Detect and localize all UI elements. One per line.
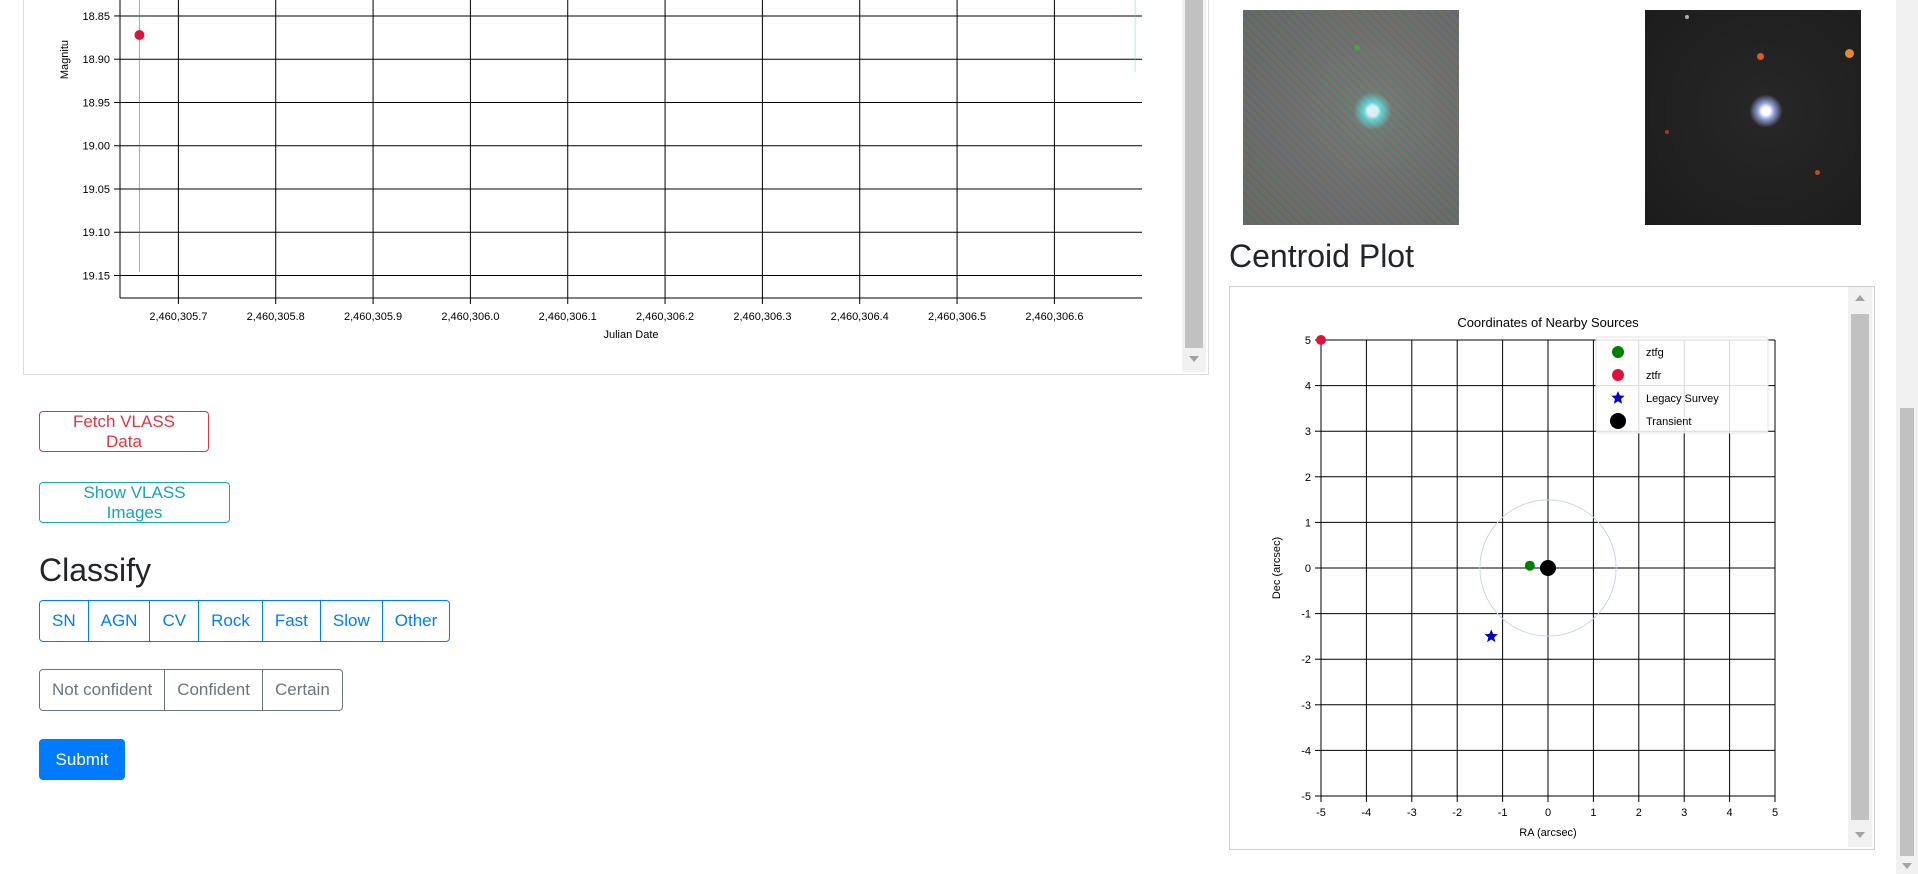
legend-box bbox=[1595, 336, 1769, 434]
legend-marker bbox=[1612, 369, 1624, 381]
x-tick-label: 5 bbox=[1772, 807, 1778, 819]
y-tick-label: -2 bbox=[1301, 654, 1311, 666]
star-dot bbox=[1845, 49, 1854, 58]
x-tick-label: 3 bbox=[1681, 807, 1687, 819]
confidence-certain-button[interactable]: Certain bbox=[261, 669, 343, 711]
x-tick-label: 0 bbox=[1545, 807, 1551, 819]
y-tick-label: 19.15 bbox=[82, 271, 110, 283]
centroid-plot-heading: Centroid Plot bbox=[1229, 238, 1414, 274]
x-tick-label: 2 bbox=[1636, 807, 1642, 819]
x-tick-label: 1 bbox=[1590, 807, 1596, 819]
confidence-not-confident-button[interactable]: Not confident bbox=[39, 669, 166, 711]
legend-label: ztfr bbox=[1646, 370, 1662, 382]
y-axis-label: Dec (arcsec) bbox=[1271, 537, 1283, 599]
scroll-down-arrow-icon[interactable] bbox=[1189, 356, 1199, 362]
x-axis-label: Julian Date bbox=[603, 329, 658, 341]
star-dot bbox=[1665, 130, 1669, 134]
y-tick-label: 0 bbox=[1305, 563, 1311, 575]
y-tick-label: 3 bbox=[1305, 426, 1311, 438]
x-tick-label: -1 bbox=[1498, 807, 1508, 819]
confidence-button-group: Not confident Confident Certain bbox=[39, 669, 343, 711]
class-other-button[interactable]: Other bbox=[381, 600, 451, 642]
x-tick-label: 2,460,306.3 bbox=[733, 311, 791, 323]
legend-marker bbox=[1610, 413, 1626, 429]
legacy-survey-image bbox=[1645, 10, 1861, 225]
legend-label: Legacy Survey bbox=[1646, 393, 1719, 405]
scroll-down-arrow-icon[interactable] bbox=[1902, 863, 1912, 869]
x-axis-label: RA (arcsec) bbox=[1519, 827, 1576, 839]
x-tick-label: 2,460,306.2 bbox=[636, 311, 694, 323]
confidence-confident-button[interactable]: Confident bbox=[164, 669, 263, 711]
scroll-down-arrow-icon[interactable] bbox=[1855, 832, 1865, 838]
legend-marker bbox=[1612, 346, 1624, 358]
data-point bbox=[1316, 335, 1326, 345]
fetch-vlass-button[interactable]: Fetch VLASS Data bbox=[39, 411, 209, 452]
legend-label: ztfg bbox=[1646, 347, 1664, 359]
star-dot bbox=[1685, 15, 1689, 19]
y-tick-label: 19.10 bbox=[82, 227, 110, 239]
star-dot bbox=[1815, 170, 1820, 175]
y-tick-label: 18.90 bbox=[82, 54, 110, 66]
x-tick-label: -5 bbox=[1316, 807, 1326, 819]
lightcurve-panel[interactable]: 2,460,305.7 2,460,305.8 2,460,305.9 2,460,3… bbox=[23, 0, 1209, 375]
data-point bbox=[1540, 560, 1556, 576]
data-point bbox=[134, 29, 145, 40]
x-tick-label: -3 bbox=[1407, 807, 1417, 819]
x-tick-label: 2,460,306.4 bbox=[831, 311, 889, 323]
centroid-panel[interactable]: Coordinates of Nearby Sources -5 -4 -3 -2 -1 0… bbox=[1229, 286, 1875, 850]
y-tick-label: -5 bbox=[1301, 791, 1311, 803]
class-rock-button[interactable]: Rock bbox=[198, 600, 263, 642]
class-slow-button[interactable]: Slow bbox=[319, 600, 383, 642]
classify-heading: Classify bbox=[39, 552, 152, 588]
x-tick-label: 2,460,306.6 bbox=[1025, 311, 1083, 323]
y-tick-label: 18.95 bbox=[82, 97, 110, 109]
scroll-up-arrow-icon[interactable] bbox=[1855, 295, 1865, 301]
legend-label: Transient bbox=[1646, 416, 1691, 428]
y-tick-label: 4 bbox=[1305, 381, 1311, 393]
x-tick-label: 2,460,306.1 bbox=[539, 311, 597, 323]
star-dot bbox=[1354, 45, 1360, 51]
y-tick-label: 5 bbox=[1305, 335, 1311, 347]
lightcurve-scrollbar-thumb[interactable] bbox=[1185, 0, 1203, 348]
centroid-chart: Coordinates of Nearby Sources -5 -4 -3 -2 -1 0… bbox=[1271, 315, 1778, 839]
x-tick-label: 2,460,305.9 bbox=[344, 311, 402, 323]
submit-button[interactable]: Submit bbox=[39, 739, 125, 780]
class-agn-button[interactable]: AGN bbox=[87, 600, 151, 642]
y-tick-label: 19.05 bbox=[82, 184, 110, 196]
show-vlass-images-button[interactable]: Show VLASS Images bbox=[39, 482, 230, 523]
x-tick-label: 2,460,305.7 bbox=[149, 311, 207, 323]
centroid-scrollbar-thumb[interactable] bbox=[1851, 314, 1869, 820]
page-scrollbar-thumb[interactable] bbox=[1900, 408, 1914, 856]
star-dot bbox=[1757, 53, 1764, 60]
data-point bbox=[1524, 560, 1535, 571]
y-tick-label: -3 bbox=[1301, 700, 1311, 712]
y-tick-label: 1 bbox=[1305, 517, 1311, 529]
x-tick-label: 2,460,306.5 bbox=[928, 311, 986, 323]
class-fast-button[interactable]: Fast bbox=[261, 600, 321, 642]
y-tick-label: 19.00 bbox=[82, 141, 110, 153]
class-cv-button[interactable]: CV bbox=[149, 600, 200, 642]
chart-title: Coordinates of Nearby Sources bbox=[1457, 315, 1639, 330]
y-axis-label: Magnitu bbox=[59, 40, 71, 79]
x-tick-label: -4 bbox=[1362, 807, 1372, 819]
star-marker bbox=[1611, 391, 1625, 404]
x-tick-label: 4 bbox=[1727, 807, 1733, 819]
y-tick-label: -1 bbox=[1301, 609, 1311, 621]
search-radius-circle bbox=[1479, 499, 1617, 637]
y-tick-label: 2 bbox=[1305, 472, 1311, 484]
y-tick-label: 18.85 bbox=[82, 11, 110, 23]
lightcurve-scrollbar[interactable] bbox=[1182, 0, 1206, 372]
cutout-image-left bbox=[1243, 10, 1459, 225]
lightcurve-chart: 2,460,305.7 2,460,305.8 2,460,305.9 2,460,3… bbox=[59, 0, 1142, 341]
centroid-scrollbar[interactable] bbox=[1848, 287, 1872, 847]
x-tick-label: 2,460,305.8 bbox=[247, 311, 305, 323]
class-button-group: SN AGN CV Rock Fast Slow Other bbox=[39, 600, 451, 642]
y-tick-label: -4 bbox=[1301, 745, 1311, 757]
x-tick-label: 2,460,306.0 bbox=[441, 311, 499, 323]
star-marker bbox=[1484, 629, 1498, 643]
class-sn-button[interactable]: SN bbox=[39, 600, 89, 642]
x-tick-label: -2 bbox=[1452, 807, 1462, 819]
page-scrollbar[interactable] bbox=[1896, 0, 1918, 874]
